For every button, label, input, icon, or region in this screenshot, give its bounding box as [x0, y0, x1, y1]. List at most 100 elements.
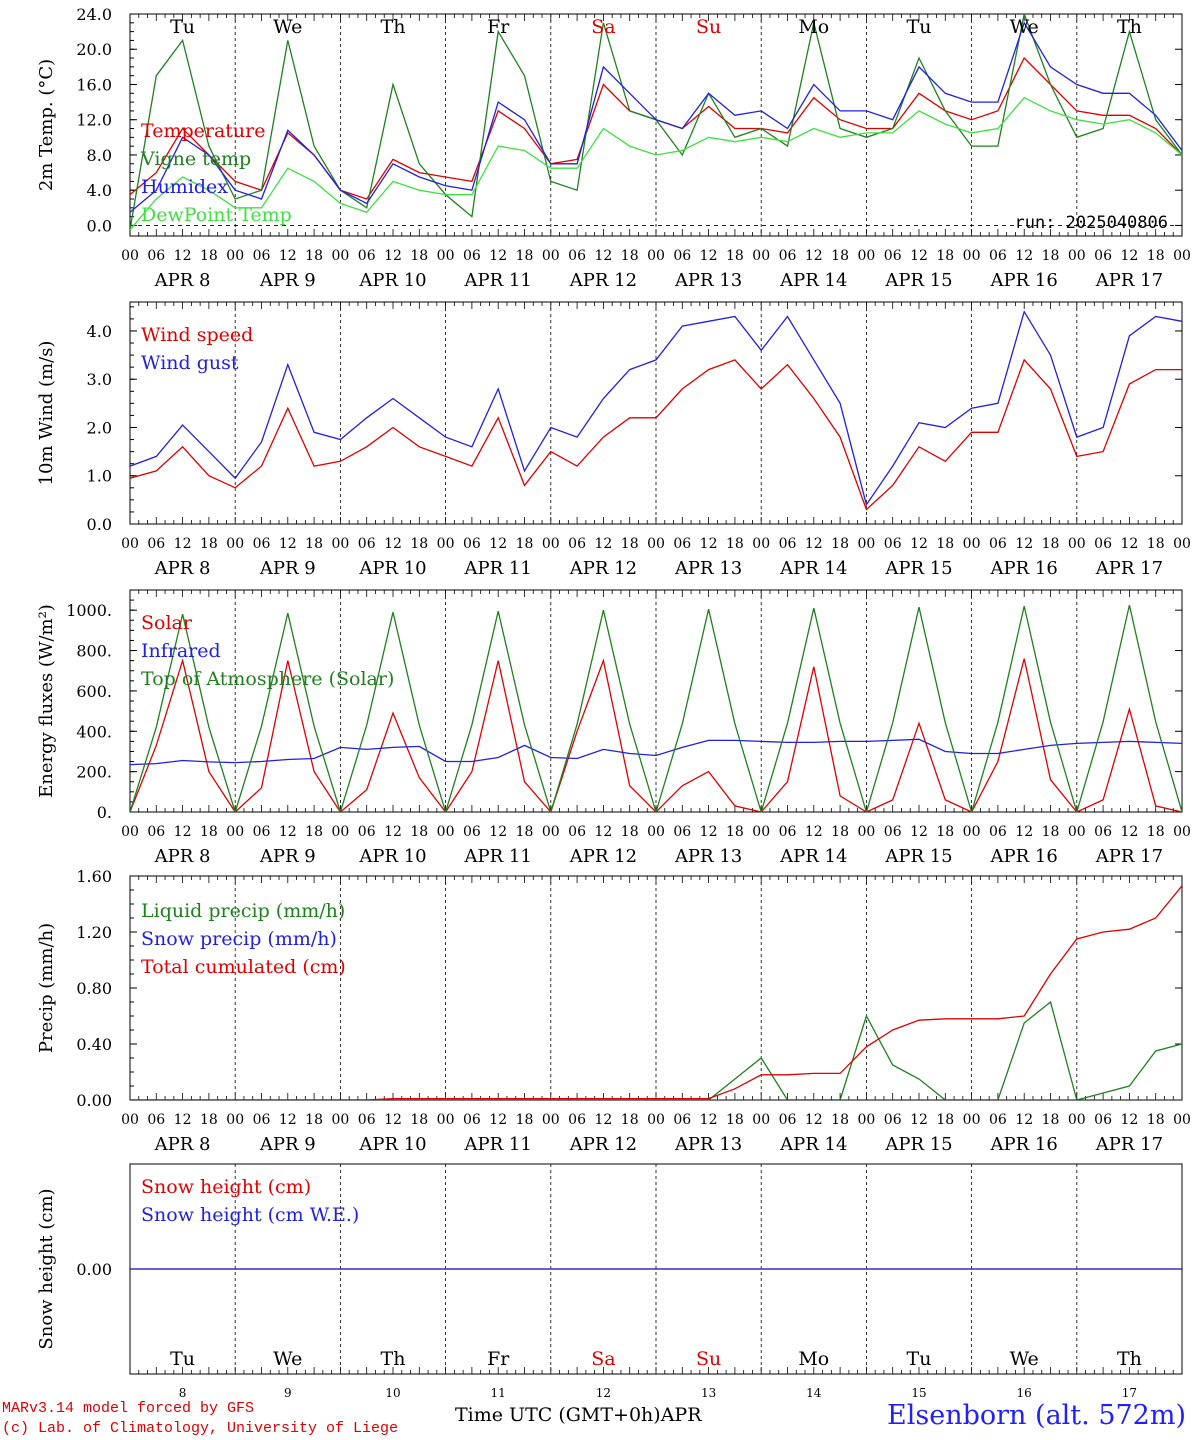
hour-tick-label: 18	[305, 824, 323, 840]
hour-tick-label: 12	[805, 248, 823, 264]
date-label: APR 14	[779, 270, 847, 291]
date-label: APR 12	[569, 270, 637, 291]
series-line-total-cumulated-cm-	[130, 885, 1182, 1100]
hour-tick-label: 00	[121, 536, 139, 552]
hour-tick-label: 00	[963, 824, 981, 840]
hour-tick-label: 06	[673, 536, 691, 552]
day-of-week-label: We	[273, 1348, 302, 1370]
hour-tick-label: 18	[516, 824, 534, 840]
hour-tick-label: 06	[568, 248, 586, 264]
date-label: APR 10	[358, 270, 426, 291]
legend-entry: Humidex	[141, 176, 228, 198]
hour-tick-label: 00	[226, 824, 244, 840]
y-axis-label: Energy fluxes (W/m²)	[36, 604, 57, 798]
day-of-week-label: Mo	[798, 16, 829, 38]
hour-tick-label: 00	[1068, 824, 1086, 840]
date-label: APR 17	[1095, 558, 1163, 579]
date-label: APR 10	[358, 558, 426, 579]
hour-tick-label: 06	[989, 1112, 1007, 1128]
day-number-label: 11	[491, 1386, 506, 1400]
series-line-wind-gust	[130, 310, 1182, 507]
hour-tick-label: 18	[200, 536, 218, 552]
date-label: APR 16	[990, 1134, 1058, 1155]
date-label: APR 13	[674, 270, 742, 291]
hour-tick-label: 06	[358, 824, 376, 840]
hour-tick-label: 18	[410, 536, 428, 552]
hour-tick-label: 00	[331, 1112, 349, 1128]
hour-tick-label: 12	[805, 1112, 823, 1128]
date-label: APR 16	[990, 846, 1058, 867]
hour-tick-label: 06	[989, 824, 1007, 840]
hour-tick-label: 12	[489, 824, 507, 840]
y-axis-label: 10m Wind (m/s)	[36, 341, 57, 486]
hour-tick-label: 18	[936, 1112, 954, 1128]
hour-tick-label: 06	[147, 536, 165, 552]
hour-tick-label: 12	[174, 536, 192, 552]
day-number-label: 17	[1122, 1386, 1137, 1400]
hour-tick-label: 12	[1120, 536, 1138, 552]
y-tick-label: 0.00	[76, 1260, 112, 1279]
date-label: APR 8	[154, 1134, 211, 1155]
hour-tick-label: 00	[437, 824, 455, 840]
day-number-label: 10	[385, 1386, 400, 1400]
y-tick-label: 0.0	[87, 216, 112, 235]
hour-tick-label: 06	[779, 824, 797, 840]
hour-tick-label: 00	[752, 1112, 770, 1128]
day-number-label: 13	[701, 1386, 716, 1400]
date-label: APR 16	[990, 270, 1058, 291]
date-label: APR 15	[884, 558, 952, 579]
time-axis-label: Time UTC (GMT+0h)APR	[455, 1404, 702, 1426]
hour-tick-label: 06	[1094, 248, 1112, 264]
legend-entry: Temperature	[141, 120, 265, 142]
y-tick-label: 800.	[76, 642, 112, 661]
hour-tick-label: 00	[963, 536, 981, 552]
hour-tick-label: 18	[831, 248, 849, 264]
hour-tick-label: 12	[594, 824, 612, 840]
month-label: APR	[660, 1404, 702, 1426]
hour-tick-label: 06	[147, 248, 165, 264]
hour-tick-label: 12	[489, 1112, 507, 1128]
hour-tick-label: 12	[594, 536, 612, 552]
hour-tick-label: 00	[857, 248, 875, 264]
hour-tick-label: 12	[700, 536, 718, 552]
y-axis-label: Snow height (cm)	[36, 1188, 57, 1349]
hour-tick-label: 00	[1068, 536, 1086, 552]
hour-tick-label: 00	[226, 248, 244, 264]
hour-tick-label: 12	[910, 248, 928, 264]
hour-tick-label: 18	[516, 248, 534, 264]
hour-tick-label: 06	[779, 536, 797, 552]
hour-tick-label: 06	[673, 1112, 691, 1128]
hour-tick-label: 06	[568, 1112, 586, 1128]
lab-credit: (c) Lab. of Climatology, University of L…	[2, 1420, 399, 1437]
legend-entry: Solar	[141, 612, 193, 634]
hour-tick-label: 18	[305, 1112, 323, 1128]
hour-tick-label: 00	[121, 1112, 139, 1128]
hour-tick-label: 00	[752, 248, 770, 264]
hour-tick-label: 18	[200, 248, 218, 264]
date-label: APR 17	[1095, 1134, 1163, 1155]
date-label: APR 11	[464, 558, 532, 579]
hour-tick-label: 12	[594, 1112, 612, 1128]
hour-tick-label: 00	[542, 536, 560, 552]
day-of-week-label: Th	[1117, 16, 1142, 38]
day-number-label: 16	[1017, 1386, 1032, 1400]
hour-tick-label: 18	[726, 248, 744, 264]
day-number-label: 8	[179, 1386, 187, 1400]
hour-tick-label: 00	[857, 824, 875, 840]
hour-tick-label: 18	[1147, 536, 1165, 552]
hour-tick-label: 12	[1015, 1112, 1033, 1128]
legend-entry: Total cumulated (cm)	[141, 956, 346, 978]
y-tick-label: 1000.	[66, 601, 112, 620]
legend-entry: Wind speed	[141, 324, 253, 346]
y-tick-label: 3.0	[87, 370, 112, 389]
hour-tick-label: 00	[331, 824, 349, 840]
date-label: APR 16	[990, 558, 1058, 579]
hour-tick-label: 00	[963, 1112, 981, 1128]
date-label: APR 9	[259, 270, 316, 291]
day-number-label: 14	[806, 1386, 822, 1400]
y-axis-label: Precip (mm/h)	[36, 923, 57, 1053]
day-number-label: 9	[284, 1386, 292, 1400]
hour-tick-label: 18	[621, 824, 639, 840]
hour-tick-label: 12	[174, 1112, 192, 1128]
hour-tick-label: 12	[910, 536, 928, 552]
